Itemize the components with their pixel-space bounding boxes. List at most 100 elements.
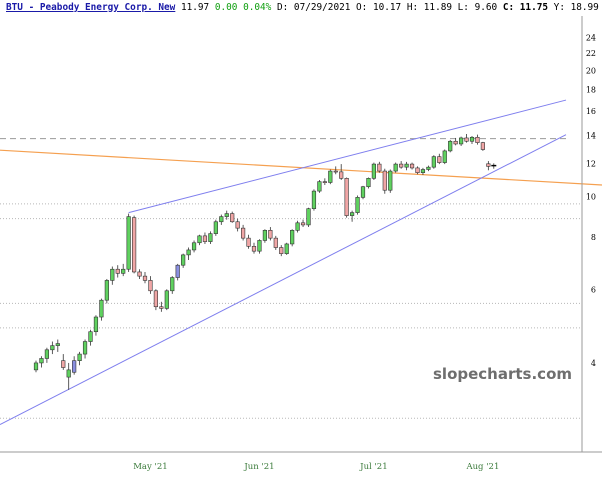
candle-body[interactable]: [175, 264, 180, 278]
candle-body[interactable]: [344, 178, 349, 216]
x-tick-label: May '21: [133, 462, 167, 472]
candle-body[interactable]: [246, 237, 251, 247]
price-change-pct: 0.04%: [243, 2, 272, 13]
candle-body[interactable]: [420, 169, 426, 173]
candle-body[interactable]: [186, 249, 191, 256]
candle-body[interactable]: [126, 216, 131, 270]
candle-body[interactable]: [284, 243, 289, 254]
price-change: 0.00: [214, 2, 238, 13]
candle-body[interactable]: [142, 275, 148, 281]
candle-body[interactable]: [132, 217, 137, 273]
x-tick-label: Jul '21: [359, 462, 387, 472]
candle-body[interactable]: [268, 230, 273, 239]
candle-body[interactable]: [300, 222, 306, 226]
candle-body[interactable]: [99, 299, 104, 318]
candle-body[interactable]: [437, 156, 442, 163]
candle-body[interactable]: [431, 156, 436, 168]
candle-body[interactable]: [44, 349, 49, 359]
candle-body[interactable]: [159, 306, 164, 309]
candle-body[interactable]: [306, 208, 311, 226]
candle-body[interactable]: [399, 163, 404, 168]
candle-body[interactable]: [404, 163, 409, 168]
candle-body[interactable]: [311, 190, 317, 209]
y-tick-label: 6: [591, 285, 596, 294]
candle-body[interactable]: [55, 343, 60, 346]
candle-body[interactable]: [170, 277, 175, 292]
candle-body[interactable]: [224, 213, 229, 217]
candle-body[interactable]: [202, 235, 208, 242]
candle-body[interactable]: [317, 181, 322, 192]
candle-body[interactable]: [115, 268, 120, 274]
candle-body[interactable]: [148, 280, 153, 292]
candle-body[interactable]: [61, 360, 66, 368]
candle-body[interactable]: [72, 360, 77, 373]
candle-body[interactable]: [33, 362, 39, 371]
candle-body[interactable]: [458, 137, 464, 145]
candle-body[interactable]: [213, 221, 218, 234]
candle-body[interactable]: [121, 268, 126, 274]
candle-body[interactable]: [39, 358, 44, 364]
x-tick-label: Aug '21: [465, 462, 499, 472]
candle-body[interactable]: [393, 163, 398, 172]
candle-body[interactable]: [279, 247, 284, 254]
candle-body[interactable]: [164, 290, 169, 309]
candle-body[interactable]: [230, 213, 235, 223]
candle-body[interactable]: [355, 197, 360, 213]
candle-body[interactable]: [426, 166, 431, 170]
candle-body[interactable]: [257, 240, 262, 252]
y-tick-label: 8: [591, 233, 596, 242]
candle-body[interactable]: [469, 136, 475, 142]
candle-body[interactable]: [88, 331, 93, 342]
candle-body[interactable]: [290, 230, 295, 245]
candle-body[interactable]: [93, 316, 99, 333]
candle-body[interactable]: [251, 246, 257, 252]
candle-body[interactable]: [339, 171, 344, 179]
candle-body[interactable]: [191, 242, 197, 251]
high-price: H: 11.89: [406, 2, 452, 13]
candle-body[interactable]: [262, 230, 268, 241]
candle-body[interactable]: [415, 167, 420, 173]
y-tick-label: 18: [586, 86, 596, 95]
candle-body[interactable]: [388, 170, 393, 191]
candle-body[interactable]: [382, 170, 387, 191]
candle-body[interactable]: [366, 178, 371, 188]
candle-body[interactable]: [486, 163, 491, 167]
candle-body[interactable]: [442, 150, 447, 163]
candle-body[interactable]: [197, 235, 202, 244]
candle-body[interactable]: [137, 271, 142, 277]
candle-body[interactable]: [377, 163, 382, 172]
candle-body[interactable]: [273, 237, 278, 248]
candle-body[interactable]: [480, 142, 486, 150]
candle-body[interactable]: [235, 221, 240, 229]
candle-body[interactable]: [360, 186, 366, 198]
candle-body[interactable]: [464, 137, 469, 142]
candle-body[interactable]: [322, 181, 327, 183]
candle-body[interactable]: [82, 341, 88, 355]
year-high: Y: 18.99: [553, 2, 599, 13]
candle-body[interactable]: [409, 163, 415, 169]
candle-body[interactable]: [448, 140, 453, 152]
y-tick-label: 20: [586, 67, 596, 76]
candle-body[interactable]: [333, 170, 338, 173]
candle-body[interactable]: [104, 280, 109, 301]
candle-body[interactable]: [110, 268, 115, 281]
candle-body[interactable]: [208, 233, 213, 242]
y-tick-label: 12: [586, 159, 596, 168]
candle-body[interactable]: [475, 136, 480, 143]
candle-body[interactable]: [153, 290, 159, 308]
candle-body[interactable]: [77, 353, 82, 361]
candle-body[interactable]: [50, 345, 55, 351]
candle-body[interactable]: [181, 254, 186, 266]
candle-body[interactable]: [328, 170, 333, 183]
close-price: 11.75: [519, 2, 549, 13]
candle-body[interactable]: [241, 227, 246, 239]
candle-body[interactable]: [295, 222, 300, 231]
candle-body[interactable]: [453, 140, 458, 145]
ticker-title[interactable]: BTU - Peabody Energy Corp. New: [6, 2, 176, 13]
candle-body[interactable]: [371, 163, 377, 179]
candle-body[interactable]: [349, 212, 355, 216]
y-tick-label: 22: [586, 49, 596, 58]
candle-body[interactable]: [66, 369, 71, 378]
candle-body[interactable]: [219, 216, 224, 223]
